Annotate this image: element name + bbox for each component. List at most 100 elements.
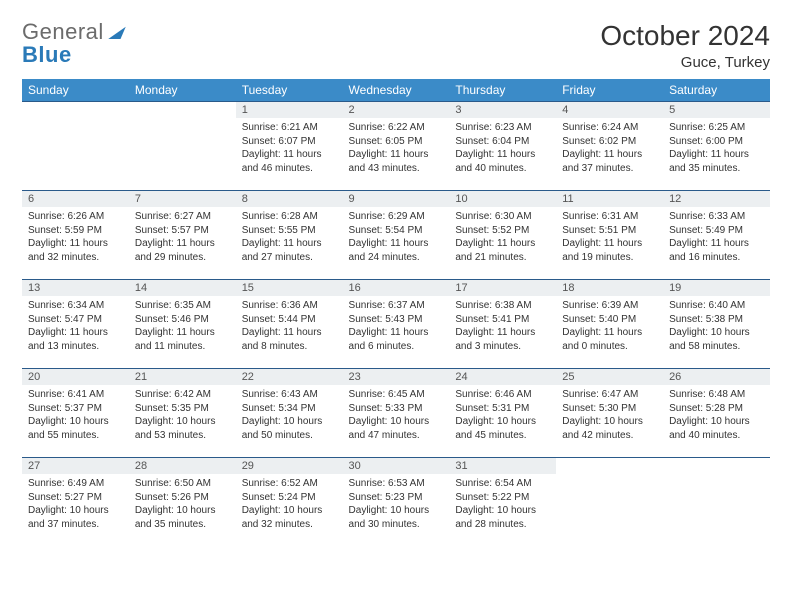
daylight-text: Daylight: 11 hours and 19 minutes. [562, 237, 657, 264]
sunrise-text: Sunrise: 6:47 AM [562, 388, 657, 402]
sunrise-text: Sunrise: 6:35 AM [135, 299, 230, 313]
day-details: Sunrise: 6:26 AMSunset: 5:59 PMDaylight:… [22, 207, 129, 268]
day-details: Sunrise: 6:41 AMSunset: 5:37 PMDaylight:… [22, 385, 129, 446]
calendar-day-cell: 16Sunrise: 6:37 AMSunset: 5:43 PMDayligh… [343, 280, 450, 369]
sunset-text: Sunset: 5:26 PM [135, 491, 230, 505]
day-number: 25 [556, 369, 663, 385]
daylight-text: Daylight: 11 hours and 43 minutes. [349, 148, 444, 175]
daylight-text: Daylight: 11 hours and 3 minutes. [455, 326, 550, 353]
calendar-week-row: 20Sunrise: 6:41 AMSunset: 5:37 PMDayligh… [22, 369, 770, 458]
calendar-day-cell: 6Sunrise: 6:26 AMSunset: 5:59 PMDaylight… [22, 191, 129, 280]
sunset-text: Sunset: 5:41 PM [455, 313, 550, 327]
day-details: Sunrise: 6:36 AMSunset: 5:44 PMDaylight:… [236, 296, 343, 357]
day-details: Sunrise: 6:23 AMSunset: 6:04 PMDaylight:… [449, 118, 556, 179]
daylight-text: Daylight: 11 hours and 46 minutes. [242, 148, 337, 175]
calendar-table: Sunday Monday Tuesday Wednesday Thursday… [22, 79, 770, 546]
day-details: Sunrise: 6:39 AMSunset: 5:40 PMDaylight:… [556, 296, 663, 357]
day-details: Sunrise: 6:45 AMSunset: 5:33 PMDaylight:… [343, 385, 450, 446]
calendar-day-cell: 5Sunrise: 6:25 AMSunset: 6:00 PMDaylight… [663, 102, 770, 191]
sunset-text: Sunset: 5:31 PM [455, 402, 550, 416]
daylight-text: Daylight: 10 hours and 42 minutes. [562, 415, 657, 442]
day-details: Sunrise: 6:25 AMSunset: 6:00 PMDaylight:… [663, 118, 770, 179]
daylight-text: Daylight: 10 hours and 37 minutes. [28, 504, 123, 531]
sunset-text: Sunset: 5:51 PM [562, 224, 657, 238]
day-number: 10 [449, 191, 556, 207]
calendar-day-cell: 2Sunrise: 6:22 AMSunset: 6:05 PMDaylight… [343, 102, 450, 191]
month-title: October 2024 [600, 20, 770, 52]
day-details: Sunrise: 6:42 AMSunset: 5:35 PMDaylight:… [129, 385, 236, 446]
day-number: 22 [236, 369, 343, 385]
sunrise-text: Sunrise: 6:37 AM [349, 299, 444, 313]
sunset-text: Sunset: 6:02 PM [562, 135, 657, 149]
day-details: Sunrise: 6:22 AMSunset: 6:05 PMDaylight:… [343, 118, 450, 179]
sunset-text: Sunset: 6:07 PM [242, 135, 337, 149]
sunset-text: Sunset: 6:05 PM [349, 135, 444, 149]
day-number: 11 [556, 191, 663, 207]
day-header: Saturday [663, 79, 770, 102]
daylight-text: Daylight: 10 hours and 58 minutes. [669, 326, 764, 353]
day-number: 23 [343, 369, 450, 385]
day-number: 26 [663, 369, 770, 385]
sunrise-text: Sunrise: 6:24 AM [562, 121, 657, 135]
sunrise-text: Sunrise: 6:36 AM [242, 299, 337, 313]
calendar-day-cell: 9Sunrise: 6:29 AMSunset: 5:54 PMDaylight… [343, 191, 450, 280]
sunset-text: Sunset: 5:44 PM [242, 313, 337, 327]
location: Guce, Turkey [600, 54, 770, 71]
calendar-day-cell: 1Sunrise: 6:21 AMSunset: 6:07 PMDaylight… [236, 102, 343, 191]
sunset-text: Sunset: 5:34 PM [242, 402, 337, 416]
day-details: Sunrise: 6:53 AMSunset: 5:23 PMDaylight:… [343, 474, 450, 535]
calendar-day-cell: 21Sunrise: 6:42 AMSunset: 5:35 PMDayligh… [129, 369, 236, 458]
sunset-text: Sunset: 5:43 PM [349, 313, 444, 327]
day-header: Thursday [449, 79, 556, 102]
day-details: Sunrise: 6:50 AMSunset: 5:26 PMDaylight:… [129, 474, 236, 535]
sunset-text: Sunset: 5:46 PM [135, 313, 230, 327]
calendar-day-cell: 22Sunrise: 6:43 AMSunset: 5:34 PMDayligh… [236, 369, 343, 458]
logo: GeneralBlue [22, 20, 126, 66]
sunset-text: Sunset: 5:40 PM [562, 313, 657, 327]
day-number: 15 [236, 280, 343, 296]
sunrise-text: Sunrise: 6:30 AM [455, 210, 550, 224]
sunrise-text: Sunrise: 6:31 AM [562, 210, 657, 224]
day-number: 9 [343, 191, 450, 207]
daylight-text: Daylight: 11 hours and 40 minutes. [455, 148, 550, 175]
sunrise-text: Sunrise: 6:38 AM [455, 299, 550, 313]
calendar-day-cell: 4Sunrise: 6:24 AMSunset: 6:02 PMDaylight… [556, 102, 663, 191]
day-number: 18 [556, 280, 663, 296]
daylight-text: Daylight: 10 hours and 32 minutes. [242, 504, 337, 531]
day-number: 4 [556, 102, 663, 118]
day-header-row: Sunday Monday Tuesday Wednesday Thursday… [22, 79, 770, 102]
sunset-text: Sunset: 5:57 PM [135, 224, 230, 238]
day-number: 21 [129, 369, 236, 385]
daylight-text: Daylight: 11 hours and 0 minutes. [562, 326, 657, 353]
day-number: 1 [236, 102, 343, 118]
day-number: 30 [343, 458, 450, 474]
day-header: Sunday [22, 79, 129, 102]
daylight-text: Daylight: 11 hours and 27 minutes. [242, 237, 337, 264]
calendar-day-cell: 17Sunrise: 6:38 AMSunset: 5:41 PMDayligh… [449, 280, 556, 369]
logo-text-blue: Blue [22, 42, 72, 67]
sunrise-text: Sunrise: 6:50 AM [135, 477, 230, 491]
calendar-day-cell: 28Sunrise: 6:50 AMSunset: 5:26 PMDayligh… [129, 458, 236, 547]
day-number: 31 [449, 458, 556, 474]
day-details: Sunrise: 6:52 AMSunset: 5:24 PMDaylight:… [236, 474, 343, 535]
calendar-day-cell: 20Sunrise: 6:41 AMSunset: 5:37 PMDayligh… [22, 369, 129, 458]
calendar-day-cell: 24Sunrise: 6:46 AMSunset: 5:31 PMDayligh… [449, 369, 556, 458]
day-details: Sunrise: 6:47 AMSunset: 5:30 PMDaylight:… [556, 385, 663, 446]
sunrise-text: Sunrise: 6:33 AM [669, 210, 764, 224]
day-number: 12 [663, 191, 770, 207]
day-number: 8 [236, 191, 343, 207]
day-header: Wednesday [343, 79, 450, 102]
calendar-day-cell: 25Sunrise: 6:47 AMSunset: 5:30 PMDayligh… [556, 369, 663, 458]
calendar-day-cell [663, 458, 770, 547]
daylight-text: Daylight: 11 hours and 35 minutes. [669, 148, 764, 175]
day-number: 29 [236, 458, 343, 474]
sunrise-text: Sunrise: 6:43 AM [242, 388, 337, 402]
day-details: Sunrise: 6:54 AMSunset: 5:22 PMDaylight:… [449, 474, 556, 535]
sunset-text: Sunset: 5:27 PM [28, 491, 123, 505]
daylight-text: Daylight: 11 hours and 32 minutes. [28, 237, 123, 264]
sunset-text: Sunset: 5:35 PM [135, 402, 230, 416]
sunrise-text: Sunrise: 6:48 AM [669, 388, 764, 402]
day-number: 2 [343, 102, 450, 118]
daylight-text: Daylight: 11 hours and 13 minutes. [28, 326, 123, 353]
daylight-text: Daylight: 10 hours and 28 minutes. [455, 504, 550, 531]
